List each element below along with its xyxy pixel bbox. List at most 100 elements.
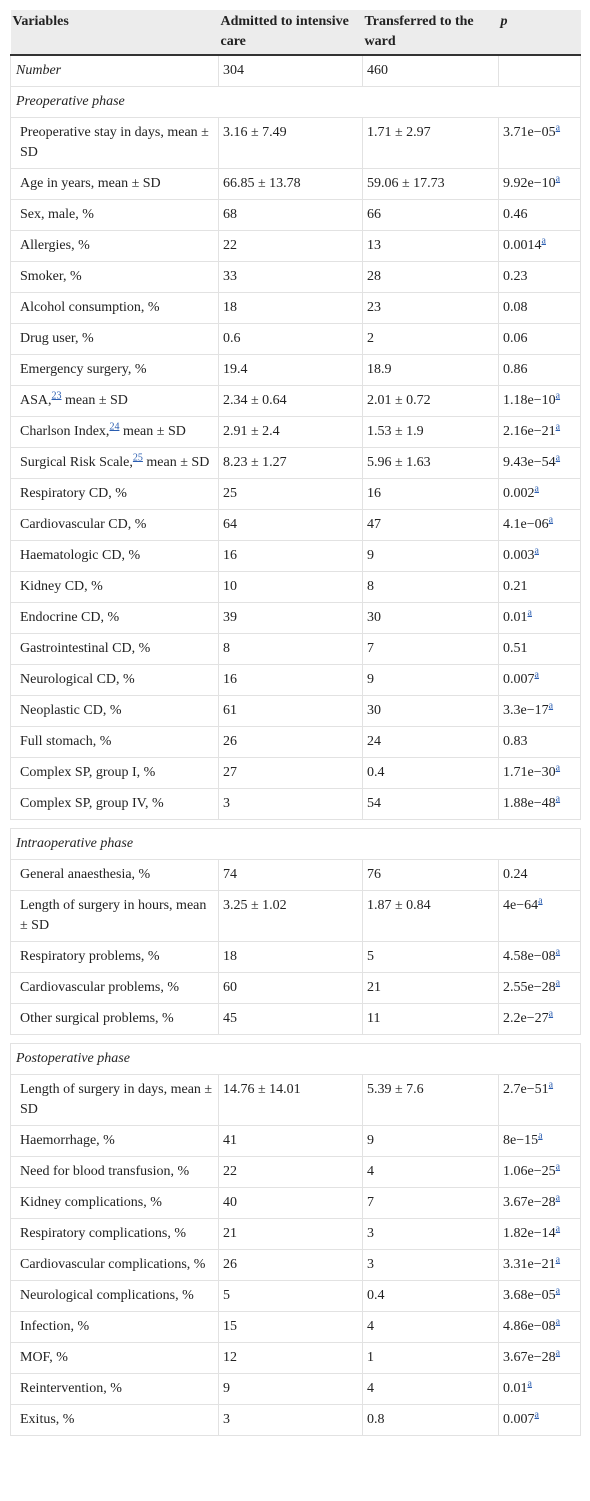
p-value-cell: 1.88e−48a (498, 788, 581, 820)
footnote: a (535, 545, 539, 556)
section-row: Postoperative phase (10, 1043, 581, 1075)
variable-cell: Neoplastic CD, % (10, 695, 219, 727)
footnote-link[interactable]: a (555, 1316, 561, 1328)
footnote: a (556, 452, 560, 463)
p-value: 1.71e−30 (503, 765, 556, 780)
footnote-link[interactable]: a (548, 1079, 554, 1091)
value-cell: 4 (362, 1156, 499, 1188)
p-value: 9.43e−54 (503, 455, 556, 470)
variable-cell: Neurological CD, % (10, 664, 219, 696)
footnote-link[interactable]: a (548, 1008, 554, 1020)
footnote-link[interactable]: a (538, 1130, 543, 1142)
footnote: a (556, 977, 560, 988)
value-cell: 60 (218, 972, 363, 1004)
value-cell: 9 (218, 1373, 363, 1405)
value-cell: 5.39 ± 7.6 (362, 1074, 499, 1126)
footnote-link[interactable]: a (555, 1192, 561, 1204)
footnote-link[interactable]: a (548, 700, 554, 712)
value-cell: 13 (362, 230, 499, 262)
p-value-cell: 8e−15a (498, 1125, 581, 1157)
footnote-link[interactable]: a (527, 607, 532, 619)
footnote-link[interactable]: a (555, 390, 561, 402)
value-cell: 61 (218, 695, 363, 727)
value-cell: 9 (362, 540, 499, 572)
footnote-link[interactable]: a (534, 1409, 539, 1421)
p-value: 9.92e−10 (503, 176, 556, 191)
p-value-cell: 3.67e−28a (498, 1187, 581, 1219)
value-cell: 7 (362, 1187, 499, 1219)
footnote: a (556, 173, 560, 184)
footnote-link[interactable]: a (555, 762, 561, 774)
value-cell: 47 (362, 509, 499, 541)
data-row: Reintervention, % 9 4 0.01a (10, 1373, 581, 1405)
reference: 23 (52, 390, 62, 401)
p-value-cell: 3.31e−21a (498, 1249, 581, 1281)
footnote: a (556, 421, 560, 432)
variable-cell: Preoperative stay in days, mean ± SD (10, 117, 219, 169)
footnote-link[interactable]: a (555, 1347, 561, 1359)
footnote-link[interactable]: a (555, 421, 561, 433)
reference-link[interactable]: 24 (109, 421, 120, 433)
footnote: a (538, 1130, 542, 1141)
p-value: 0.08 (503, 300, 528, 315)
footnote: a (542, 235, 546, 246)
footnote-link[interactable]: a (534, 669, 539, 681)
footnote-link[interactable]: a (555, 1285, 561, 1297)
footnote-link[interactable]: a (534, 483, 539, 495)
variable-text: Charlson Index, (20, 424, 110, 439)
reference-link[interactable]: 25 (132, 452, 143, 464)
value-cell: 59.06 ± 17.73 (362, 168, 499, 200)
variable-cell: Kidney complications, % (10, 1187, 219, 1219)
variable-cell: Sex, male, % (10, 199, 219, 231)
p-value-cell: 0.23 (498, 261, 581, 293)
p-value-cell: 0.002a (498, 478, 581, 510)
p-value: 1.18e−10 (503, 393, 556, 408)
p-value-cell: 0.21 (498, 571, 581, 603)
footnote: a (556, 390, 560, 401)
section-row: Intraoperative phase (10, 828, 581, 860)
p-value-cell: 2.55e−28a (498, 972, 581, 1004)
data-row: Need for blood transfusion, % 22 4 1.06e−25… (10, 1156, 581, 1188)
value-cell: 1 (362, 1342, 499, 1374)
value-cell: 23 (362, 292, 499, 324)
footnote: a (549, 514, 553, 525)
p-value-cell: 2.7e−51a (498, 1074, 581, 1126)
footnote-link[interactable]: a (555, 1161, 561, 1173)
data-row: Charlson Index,24 mean ± SD 2.91 ± 2.4 1.5… (10, 416, 581, 448)
p-value: 0.06 (503, 331, 528, 346)
footnote-link[interactable]: a (555, 1223, 561, 1235)
footnote-link[interactable]: a (541, 235, 546, 247)
variable-cell: Other surgical problems, % (10, 1003, 219, 1035)
footnote-link[interactable]: a (555, 946, 561, 958)
p-value: 0.01 (503, 1381, 528, 1396)
header-cell: Transferred to the ward (362, 10, 499, 56)
p-value: 2.7e−51 (503, 1082, 549, 1097)
p-value: 3.71e−05 (503, 125, 556, 140)
footnote-link[interactable]: a (555, 1254, 561, 1266)
footnote-link[interactable]: a (534, 545, 539, 557)
p-value-cell: 1.82e−14a (498, 1218, 581, 1250)
value-cell: 39 (218, 602, 363, 634)
footnote-link[interactable]: a (555, 793, 561, 805)
variable-cell: Reintervention, % (10, 1373, 219, 1405)
footnote-link[interactable]: a (527, 1378, 532, 1390)
footnote-link[interactable]: a (555, 452, 561, 464)
data-row: Respiratory problems, % 18 5 4.58e−08a (10, 941, 581, 973)
reference-link[interactable]: 23 (51, 390, 62, 402)
footnote-link[interactable]: a (555, 173, 561, 185)
footnote: a (556, 1223, 560, 1234)
p-value-cell: 0.007a (498, 664, 581, 696)
value-cell: 24 (362, 726, 499, 758)
value-cell: 3 (218, 788, 363, 820)
footnote: a (556, 122, 560, 133)
footnote-link[interactable]: a (555, 977, 561, 989)
footnote-link[interactable]: a (538, 895, 543, 907)
footnote-link[interactable]: a (548, 514, 554, 526)
header-cell: Admitted to intensive care (218, 10, 363, 56)
value-cell: 15 (218, 1311, 363, 1343)
variable-cell: Respiratory complications, % (10, 1218, 219, 1250)
variable-text: Surgical Risk Scale, (20, 455, 133, 470)
variable-cell: Age in years, mean ± SD (10, 168, 219, 200)
footnote-link[interactable]: a (555, 122, 561, 134)
